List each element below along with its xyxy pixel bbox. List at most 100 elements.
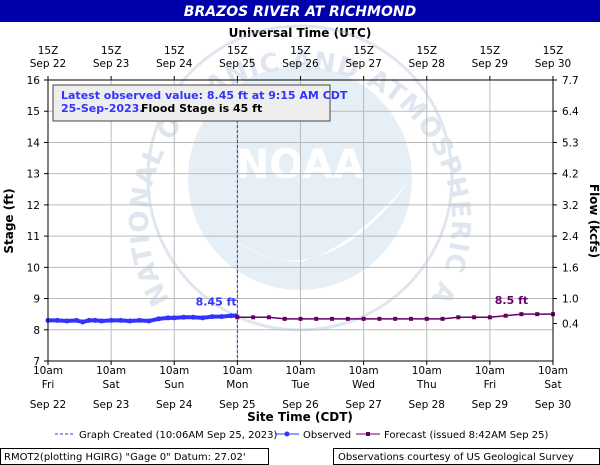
flow-tick-label: 7.7 xyxy=(562,75,579,87)
x-tick-day: Sat xyxy=(103,379,120,391)
utc-tick-date: Sep 23 xyxy=(93,58,130,70)
utc-tick-time: 15Z xyxy=(290,45,311,57)
title-bar xyxy=(0,0,600,22)
legend: Graph Created (10:06AM Sep 25, 2023) Obs… xyxy=(55,430,548,441)
observed-point xyxy=(146,318,152,324)
utc-tick-date: Sep 29 xyxy=(472,58,509,70)
utc-tick-date: Sep 28 xyxy=(409,58,446,70)
y-tick-label: 16 xyxy=(27,75,41,87)
forecast-point xyxy=(393,316,398,321)
x-tick-time: 10am xyxy=(96,365,126,377)
info-box-frame xyxy=(52,84,331,122)
x-tick-day: Wed xyxy=(352,379,375,391)
observed-point xyxy=(108,317,114,323)
x-tick-day: Thu xyxy=(416,379,437,391)
forecast-point xyxy=(535,312,540,317)
observed-point xyxy=(209,314,215,320)
y-tick-label: 15 xyxy=(27,106,40,118)
y-tick-label: 14 xyxy=(27,137,41,149)
y-tick-label: 9 xyxy=(33,294,40,306)
x-tick-time: 10am xyxy=(33,365,63,377)
chart-title: BRAZOS RIVER AT RICHMOND xyxy=(184,4,416,20)
legend-observed-marker xyxy=(284,431,290,437)
forecast-point xyxy=(361,316,366,321)
x-tick-date: Sep 23 xyxy=(93,399,130,411)
forecast-point xyxy=(424,316,429,321)
observed-point xyxy=(137,317,143,323)
observed-point xyxy=(190,314,196,320)
utc-tick-time: 15Z xyxy=(227,45,248,57)
observed-point xyxy=(155,316,161,322)
forecast-point xyxy=(314,316,319,321)
plot-border xyxy=(47,79,554,362)
forecast-peak-label: 8.5 ft xyxy=(495,294,528,307)
forecast-point xyxy=(282,316,287,321)
x-tick-date: Sep 29 xyxy=(472,399,509,411)
forecast-point xyxy=(235,315,240,320)
bottom-axis-title: Site Time (CDT) xyxy=(247,410,353,424)
forecast-point xyxy=(408,316,413,321)
legend-forecast-label: Forecast (issued 8:42AM Sep 25) xyxy=(384,430,548,441)
utc-tick-date: Sep 25 xyxy=(219,58,256,70)
x-tick-time: 10am xyxy=(285,365,315,377)
info-date: 25-Sep-2023. xyxy=(61,102,144,115)
x-tick-time: 10am xyxy=(412,365,442,377)
observed-point xyxy=(127,318,133,324)
observed-point xyxy=(86,317,92,323)
x-tick-time: 10am xyxy=(159,365,189,377)
forecast-point xyxy=(440,316,445,321)
observed-peak-label: 8.45 ft xyxy=(196,296,237,309)
x-tick-date: Sep 26 xyxy=(282,399,319,411)
x-tick-day: Sun xyxy=(164,379,184,391)
x-tick-time: 10am xyxy=(538,365,568,377)
utc-tick-date: Sep 27 xyxy=(345,58,382,70)
x-tick-day: Sat xyxy=(544,379,561,391)
y-tick-label: 11 xyxy=(27,231,40,243)
observed-point xyxy=(181,314,187,320)
x-tick-date: Sep 27 xyxy=(345,399,382,411)
forecast-point xyxy=(503,313,508,318)
utc-tick-date: Sep 24 xyxy=(156,58,193,70)
legend-created-label: Graph Created (10:06AM Sep 25, 2023) xyxy=(79,430,278,441)
forecast-point xyxy=(251,315,256,320)
y-tick-label: 8 xyxy=(33,325,40,337)
utc-tick-time: 15Z xyxy=(353,45,374,57)
y-tick-label: 12 xyxy=(27,200,40,212)
flow-tick-label: 4.2 xyxy=(562,169,579,181)
x-tick-time: 10am xyxy=(349,365,379,377)
utc-tick-time: 15Z xyxy=(38,45,59,57)
utc-tick-time: 15Z xyxy=(164,45,185,57)
top-axis-title: Universal Time (UTC) xyxy=(229,26,372,40)
observed-point xyxy=(200,315,206,321)
axes: 7 8 9 10 11 12 13 14 15 16 0.4 1.0 1.6 2.4 3.2 4.2 5.3 6.… xyxy=(27,45,579,411)
footer-datum: RMOT2(plotting HGIRG) "Gage 0" Datum: 27… xyxy=(4,452,246,463)
x-tick-day: Tue xyxy=(291,379,310,391)
x-tick-date: Sep 24 xyxy=(156,399,193,411)
utc-tick-date: Sep 26 xyxy=(282,58,319,70)
observed-point xyxy=(73,317,79,323)
flow-tick-label: 3.2 xyxy=(562,200,579,212)
utc-tick-time: 15Z xyxy=(101,45,122,57)
observed-point xyxy=(219,314,225,320)
forecast-point xyxy=(472,315,477,320)
x-tick-date: Sep 30 xyxy=(535,399,572,411)
info-latest-value: Latest observed value: 8.45 ft at 9:15 A… xyxy=(61,89,348,102)
observed-point xyxy=(118,317,124,323)
flow-tick-label: 6.4 xyxy=(562,106,579,118)
forecast-point xyxy=(487,315,492,320)
forecast-point xyxy=(298,316,303,321)
x-tick-date: Sep 22 xyxy=(30,399,67,411)
utc-tick-date: Sep 22 xyxy=(30,58,67,70)
series: 8.45 ft 8.5 ft xyxy=(45,80,555,361)
y-tick-label: 7 xyxy=(33,356,40,368)
forecast-point xyxy=(266,315,271,320)
right-axis-title: Flow (kcfs) xyxy=(587,184,600,258)
flow-tick-label: 1.0 xyxy=(562,294,579,306)
utc-tick-time: 15Z xyxy=(480,45,501,57)
observed-point xyxy=(228,313,234,319)
y-tick-label: 10 xyxy=(27,262,40,274)
observed-point xyxy=(92,317,98,323)
observed-point xyxy=(99,318,105,324)
utc-tick-date: Sep 30 xyxy=(535,58,572,70)
